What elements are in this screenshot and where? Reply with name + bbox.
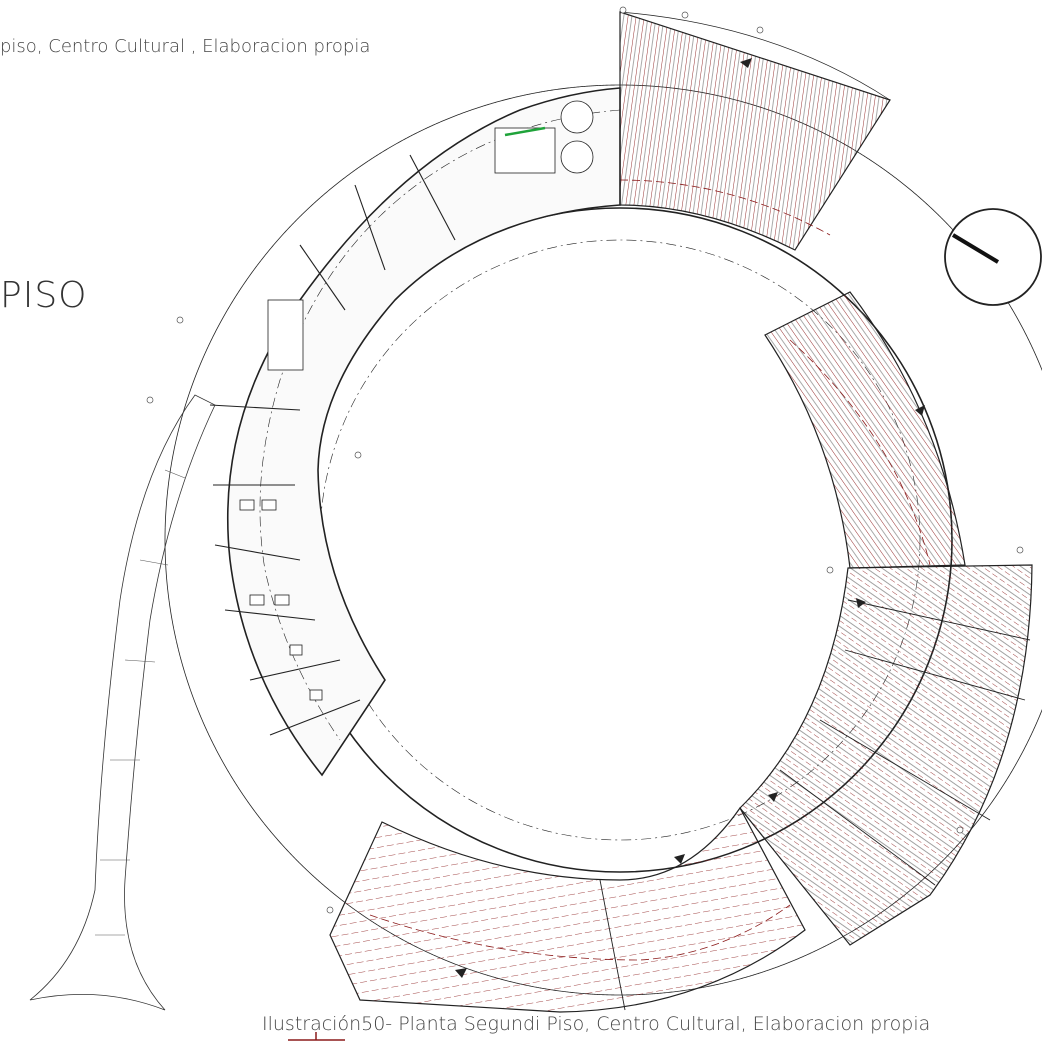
roof-sector-top xyxy=(619,11,891,251)
north-arrow-icon xyxy=(944,208,1042,306)
caption-bottom: Ilustración50- Planta Segundi Piso, Cent… xyxy=(262,1013,931,1035)
roof-sector-lower-right xyxy=(739,564,1033,946)
roof-sector-bottom xyxy=(329,806,806,1013)
floor-label: PISO xyxy=(0,275,88,316)
left-ramp xyxy=(29,394,216,1011)
caption-top: piso, Centro Cultural , Elaboracion prop… xyxy=(0,36,371,57)
green-detail xyxy=(504,126,546,137)
roof-slope-arrow-icon xyxy=(455,58,925,978)
interior-ring xyxy=(227,87,621,777)
roof-sector-right xyxy=(764,291,966,569)
